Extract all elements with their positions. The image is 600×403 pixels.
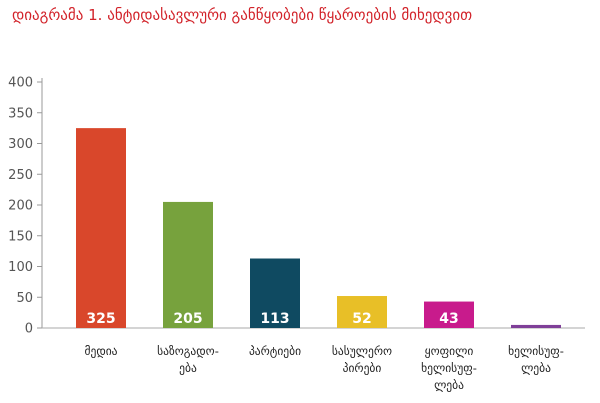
bars [76,128,561,328]
y-tick-label: 50 [16,291,33,306]
data-label: 5 [531,311,541,327]
bar [511,324,561,328]
category-label: პირები [343,361,382,375]
category-label: ება [179,361,197,375]
y-tick-label: 0 [25,322,33,337]
category-label: ლება [434,378,464,392]
data-label: 113 [260,311,289,327]
category-label: ლება [521,361,551,375]
data-label: 325 [86,311,115,327]
category-label: ხელისუფ- [508,344,564,358]
category-label: პარტიები [249,344,301,358]
chart-title: დიაგრამა 1. ანტიდასავლური განწყობები წყა… [12,6,473,24]
bar [163,201,213,328]
bar [337,296,387,328]
y-tick-label: 250 [8,168,33,183]
y-tick-label: 400 [8,76,33,91]
value-labels: 325 205 113 52 43 5 [86,311,540,327]
y-tick-label: 200 [8,199,33,214]
data-label: 52 [352,311,371,327]
data-label: 205 [173,311,202,327]
y-tick-label: 150 [8,229,33,244]
data-label: 43 [439,311,458,327]
category-label: საზოგადო- [157,344,219,358]
x-axis: მედია საზოგადო-ება პარტიები სასულერო პირები ყ… [84,344,563,392]
y-tick-label: 300 [8,137,33,152]
bar [424,301,474,328]
bar [76,128,126,328]
category-label: ყოფილი [425,344,474,358]
y-tick-label: 100 [8,260,33,275]
y-tick-label: 350 [8,106,33,121]
category-label: სასულერო [332,344,392,358]
y-axis: 0 50 100 150 200 250 300 350 400 [8,76,585,337]
category-label: ხელისუფ- [421,361,477,375]
bar [250,258,300,328]
category-label: მედია [84,344,117,358]
